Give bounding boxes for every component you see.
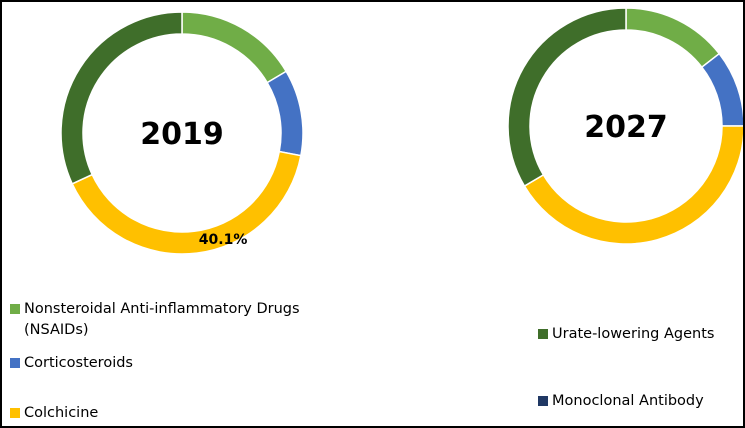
legend-label-colchicine: Colchicine — [24, 405, 99, 421]
slice-2019-urate-lowering-agents — [60, 11, 183, 185]
legend-item-nsaids: Nonsteroidal Anti-inflammatory Drugs (NS… — [10, 299, 300, 341]
legend-item-corticosteroids: Corticosteroids — [10, 353, 133, 374]
legend-label-urate-lowering: Urate-lowering Agents — [552, 326, 715, 342]
legend-label-monoclonal-antibody: Monoclonal Antibody — [552, 393, 704, 409]
slice-2027-urate-lowering-agents — [507, 7, 627, 188]
legend-swatch-monoclonal-antibody — [538, 396, 548, 406]
slice-2019-colchicine — [71, 150, 302, 255]
legend-swatch-urate-lowering — [538, 329, 548, 339]
donut-title-2027: 2027 — [584, 110, 668, 145]
slice-2027-corticosteroids — [700, 52, 743, 127]
slice-2019-corticosteroids — [266, 70, 304, 157]
legend-swatch-colchicine — [10, 408, 20, 418]
donut-title-2019: 2019 — [140, 117, 224, 152]
legend-swatch-corticosteroids — [10, 358, 20, 368]
donut-2019: 40.1% 2019 — [60, 11, 304, 255]
legend-item-monoclonal-antibody: Monoclonal Antibody — [538, 391, 704, 412]
legend-label-nsaids-line2: (NSAIDs) — [24, 322, 89, 338]
legend-swatch-nsaids — [10, 304, 20, 314]
slice-2019-nonsteroidal-anti-inflammatory-drugs-nsaids — [181, 11, 288, 84]
legend-item-colchicine: Colchicine — [10, 403, 98, 424]
legend-label-nsaids-line1: Nonsteroidal Anti-inflammatory Drugs — [24, 301, 300, 317]
slice-2027-nonsteroidal-anti-inflammatory-drugs-nsaids — [625, 7, 721, 69]
donut-2027: 2027 — [507, 7, 743, 245]
legend-item-urate-lowering: Urate-lowering Agents — [538, 324, 714, 345]
data-label-2019-colchicine: 40.1% — [199, 232, 248, 248]
legend-label-corticosteroids: Corticosteroids — [24, 355, 133, 371]
